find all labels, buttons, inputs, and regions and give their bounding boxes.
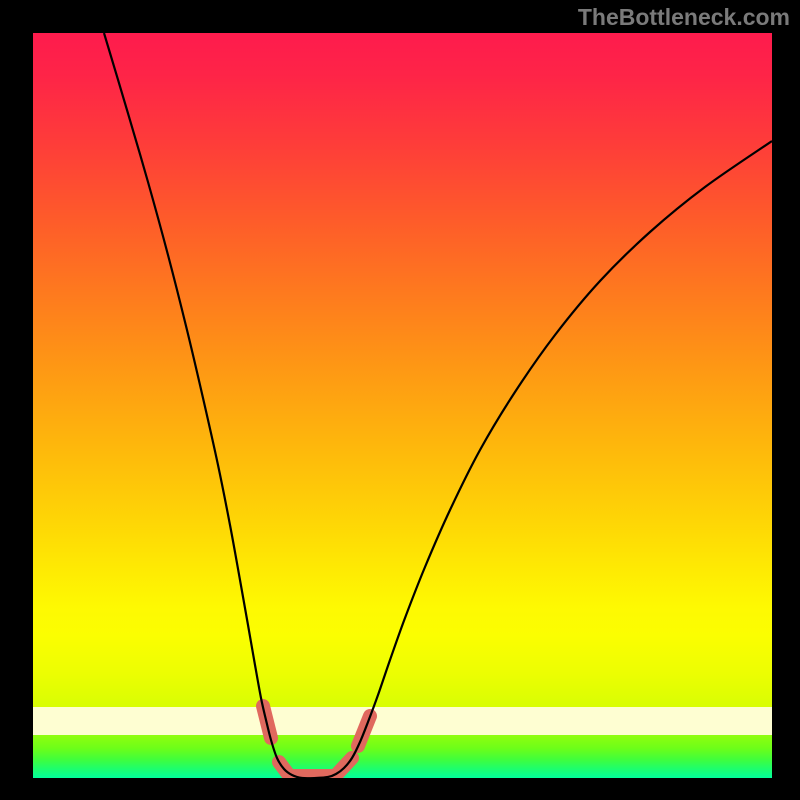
bottleneck-chart (0, 0, 800, 800)
plot-background (33, 33, 772, 778)
watermark-text: TheBottleneck.com (578, 4, 790, 31)
